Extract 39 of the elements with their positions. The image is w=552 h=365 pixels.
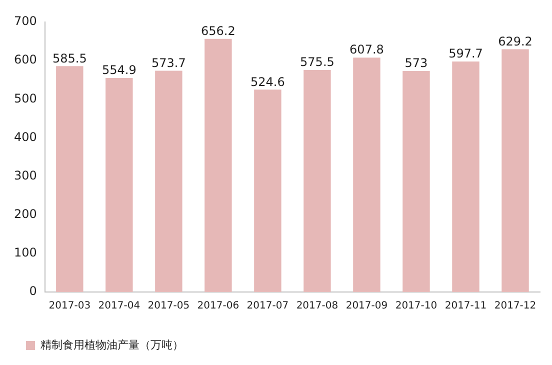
data-label: 573 xyxy=(404,56,428,70)
x-tick-label: 2017-08 xyxy=(296,300,338,312)
x-tick-label: 2017-09 xyxy=(346,300,388,312)
bar xyxy=(204,38,232,292)
x-tick-label: 2017-04 xyxy=(98,300,140,312)
x-tick-label: 2017-11 xyxy=(444,300,487,312)
y-tick-label: 0 xyxy=(29,284,37,298)
bar xyxy=(254,90,282,292)
data-label: 629.2 xyxy=(498,34,532,48)
y-tick-label: 600 xyxy=(14,52,37,67)
data-label: 607.8 xyxy=(350,42,384,57)
data-label: 573.7 xyxy=(152,56,186,70)
bar xyxy=(155,70,182,292)
data-label: 554.9 xyxy=(102,63,136,78)
bar xyxy=(402,70,430,292)
bar xyxy=(106,78,133,292)
y-tick-label: 100 xyxy=(14,246,37,260)
bar xyxy=(56,66,84,292)
y-tick-label: 700 xyxy=(14,14,37,28)
y-tick-label: 300 xyxy=(14,168,37,182)
x-tick-label: 2017-05 xyxy=(148,300,190,312)
data-label: 656.2 xyxy=(201,24,236,38)
x-tick-label: 2017-10 xyxy=(395,300,438,312)
y-tick-label: 500 xyxy=(14,91,37,106)
bar xyxy=(353,58,380,292)
x-tick-label: 2017-03 xyxy=(48,300,91,312)
x-tick-label: 2017-06 xyxy=(197,300,240,312)
y-tick-label: 400 xyxy=(14,130,37,144)
legend-label: 精制食用植物油产量（万吨） xyxy=(40,338,184,352)
y-tick-label: 200 xyxy=(14,206,37,221)
bar xyxy=(304,70,331,292)
data-label: 585.5 xyxy=(52,51,87,66)
bar xyxy=(452,61,480,292)
data-label: 597.7 xyxy=(448,46,483,61)
bar xyxy=(502,49,529,292)
data-label: 524.6 xyxy=(250,74,285,89)
x-tick-label: 2017-12 xyxy=(494,300,536,312)
data-label: 575.5 xyxy=(300,55,334,70)
x-tick-label: 2017-07 xyxy=(246,300,289,312)
